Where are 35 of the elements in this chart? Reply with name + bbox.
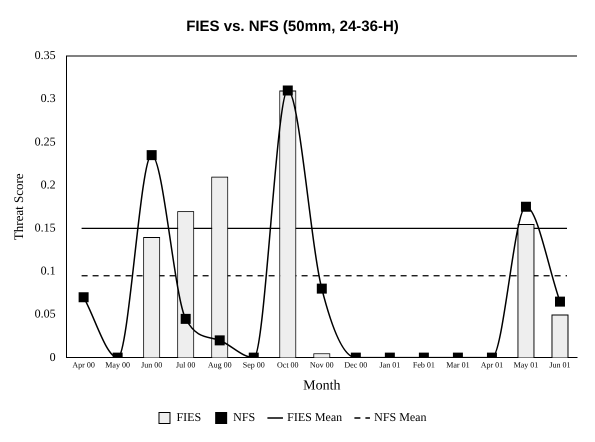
x-tick-label: Aug 00	[208, 360, 232, 370]
point	[78, 292, 89, 302]
x-tick-label: Oct 00	[276, 360, 299, 370]
x-tick-label: Dec 00	[344, 360, 368, 370]
legend-label: FIES Mean	[287, 410, 342, 424]
point	[146, 150, 157, 160]
x-tick-label: Feb 01	[412, 360, 435, 370]
y-tick-label: 0.1	[40, 264, 56, 278]
legend-label: NFS	[233, 410, 256, 424]
y-tick-label: 0.3	[40, 91, 56, 106]
y-tick-label: 0.25	[34, 134, 56, 148]
y-tick-label: 0.15	[34, 220, 56, 234]
point	[282, 85, 293, 96]
legend-label: FIES	[176, 410, 202, 424]
x-tick-label: Apr 01	[480, 360, 504, 370]
x-tick-label: Jan 01	[380, 360, 400, 370]
x-tick-label: Jun 00	[141, 360, 162, 370]
x-tick-label: Apr 00	[72, 360, 95, 370]
chart-title: FIES vs. NFS (50mm, 24-36-H)	[186, 18, 399, 36]
y-tick-label: 0.2	[40, 177, 56, 192]
x-tick-label: May 00	[105, 360, 130, 370]
y-tick-label: 0.05	[34, 306, 56, 321]
legend-label: NFS Mean	[374, 410, 427, 424]
y-tick-label: 0	[50, 350, 56, 364]
y-tick-label: 0.35	[34, 48, 56, 62]
x-tick-label: Jun 01	[549, 360, 571, 370]
x-tick-label: Nov 00	[310, 360, 334, 370]
y-axis-title: Threat Score	[11, 173, 26, 240]
x-tick-label: Mar 01	[446, 360, 470, 370]
point	[316, 284, 327, 294]
x-tick-label: Sep 00	[242, 360, 265, 370]
x-axis-title: Month	[303, 378, 340, 394]
point	[520, 202, 531, 212]
x-tick-label: May 01	[514, 360, 538, 370]
x-tick-label: Jul 00	[176, 360, 196, 370]
